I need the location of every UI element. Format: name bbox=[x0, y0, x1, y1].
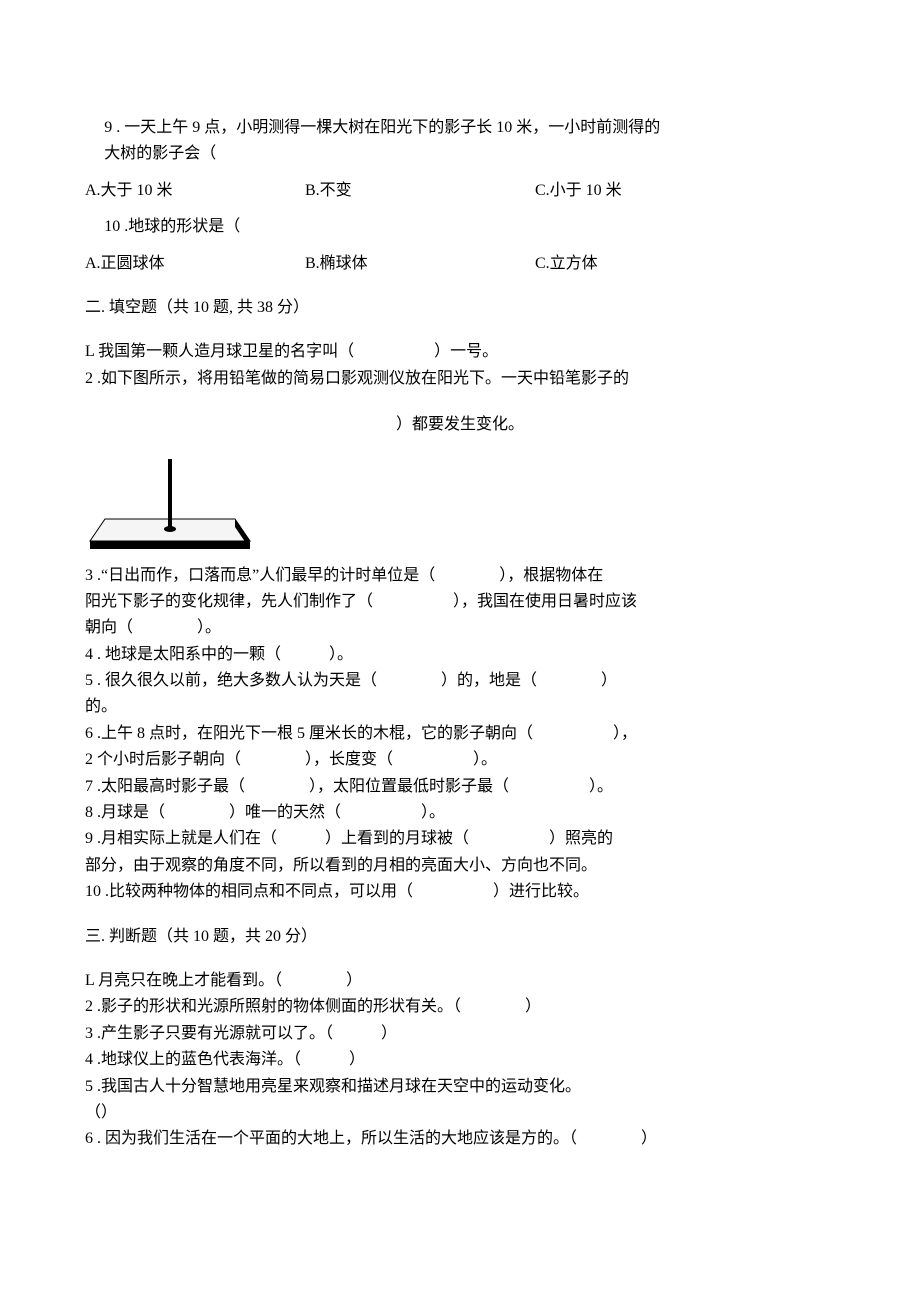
observation-instrument-figure bbox=[85, 449, 255, 559]
fill-q3c: 朝向（ ）。 bbox=[85, 615, 835, 641]
judge-q2: 2 .影子的形状和光源所照射的物体侧面的形状有关。（ ） bbox=[85, 994, 835, 1020]
fill-q2b: ）都要发生变化。 bbox=[85, 412, 835, 438]
plate-front bbox=[90, 541, 250, 549]
mc-question-10: 10 .地球的形状是（ bbox=[85, 214, 835, 240]
fill-q8: 8 .月球是（ ）唯一的天然（ ）。 bbox=[85, 800, 835, 826]
fill-q10: 10 .比较两种物体的相同点和不同点，可以用（ ）进行比较。 bbox=[85, 879, 835, 905]
mc-q10-opt-b: B.椭球体 bbox=[305, 251, 535, 277]
judge-q1: L 月亮只在晚上才能看到。（ ） bbox=[85, 968, 835, 994]
fill-q3a: 3 .“日出而作，口落而息”人们最早的计时单位是（ ），根据物体在 bbox=[85, 563, 835, 589]
fill-q5a: 5 . 很久很久以前，绝大多数人认为天是（ ）的，地是（ ） bbox=[85, 668, 835, 694]
judge-q6: 6 . 因为我们生活在一个平面的大地上，所以生活的大地应该是方的。（ ） bbox=[85, 1126, 835, 1152]
figure-svg bbox=[85, 449, 255, 559]
fill-q9b: 部分，由于观察的角度不同，所以看到的月相的亮面大小、方向也不同。 bbox=[85, 853, 835, 879]
fill-q7: 7 .太阳最高时影子最（ ），太阳位置最低时影子最（ ）。 bbox=[85, 774, 835, 800]
mc-q10-options: A.正圆球体 B.椭球体 C.立方体 bbox=[85, 251, 835, 277]
fill-q1: L 我国第一颗人造月球卫星的名字叫（ ）一号。 bbox=[85, 339, 835, 365]
judge-q4: 4 .地球仪上的蓝色代表海洋。（ ） bbox=[85, 1047, 835, 1073]
judge-q5b: （） bbox=[85, 1100, 835, 1126]
section-3-title: 三. 判断题（共 10 题，共 20 分） bbox=[85, 924, 835, 950]
fill-q6b: 2 个小时后影子朝向（ ），长度变（ ）。 bbox=[85, 747, 835, 773]
fill-q6a: 6 .上午 8 点时，在阳光下一根 5 厘米长的木棍，它的影子朝向（ ）， bbox=[85, 721, 835, 747]
fill-q2a: 2 .如下图所示，将用铅笔做的简易口影观测仪放在阳光下。一天中铅笔影子的 bbox=[85, 366, 835, 392]
fill-q3b: 阳光下影子的变化规律，先人们制作了（ ），我国在使用日暑时应该 bbox=[85, 589, 835, 615]
mc-q10-line1: 10 .地球的形状是（ bbox=[85, 214, 835, 240]
mc-question-9: 9 . 一天上午 9 点，小明测得一棵大树在阳光下的影子长 10 米，一小时前测… bbox=[85, 115, 835, 168]
mc-q9-opt-b: B.不变 bbox=[305, 178, 535, 204]
page: 9 . 一天上午 9 点，小明测得一棵大树在阳光下的影子长 10 米，一小时前测… bbox=[0, 0, 920, 1213]
fill-q9a: 9 .月相实际上就是人们在（ ）上看到的月球被（ ）照亮的 bbox=[85, 826, 835, 852]
mc-q9-opt-a: A.大于 10 米 bbox=[85, 178, 305, 204]
pencil-stick bbox=[168, 459, 172, 527]
section-2-title: 二. 填空题（共 10 题, 共 38 分） bbox=[85, 295, 835, 321]
mc-q9-opt-c: C.小于 10 米 bbox=[535, 178, 622, 204]
stick-base bbox=[164, 526, 176, 532]
fill-q4: 4 . 地球是太阳系中的一颗（ ）。 bbox=[85, 642, 835, 668]
mc-q9-line2: 大树的影子会（ bbox=[85, 141, 835, 167]
judge-q5a: 5 .我国古人十分智慧地用亮星来观察和描述月球在天空中的运动变化。 bbox=[85, 1074, 835, 1100]
mc-q10-opt-a: A.正圆球体 bbox=[85, 251, 305, 277]
mc-q9-options: A.大于 10 米 B.不变 C.小于 10 米 bbox=[85, 178, 835, 204]
mc-q10-opt-c: C.立方体 bbox=[535, 251, 598, 277]
mc-q9-line1: 9 . 一天上午 9 点，小明测得一棵大树在阳光下的影子长 10 米，一小时前测… bbox=[85, 115, 835, 141]
fill-q5b: 的。 bbox=[85, 694, 835, 720]
judge-q3: 3 .产生影子只要有光源就可以了。（ ） bbox=[85, 1021, 835, 1047]
